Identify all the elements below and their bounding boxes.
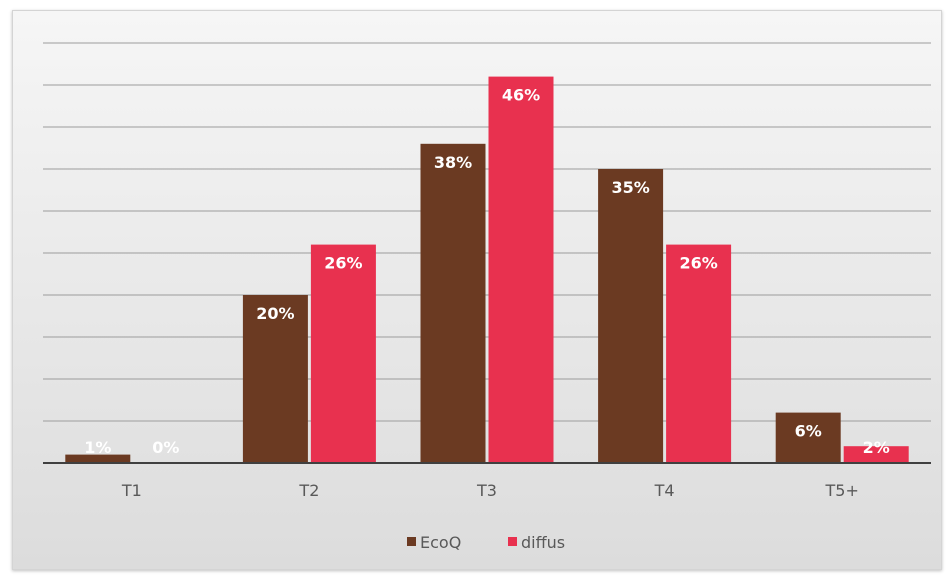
legend-swatch [508,537,517,546]
legend-item: diffus [508,533,565,552]
data-label: 20% [256,304,294,323]
bar-diffus-t3 [488,76,554,463]
data-label: 1% [84,438,111,457]
legend-label: EcoQ [420,533,461,552]
bar-ecoq-t4 [598,169,664,463]
data-label: 35% [611,178,649,197]
data-label: 2% [863,438,890,457]
legend-label: diffus [521,533,565,552]
bar-ecoq-t2 [242,295,308,463]
x-tick-label: T1 [121,481,142,500]
data-label: 26% [679,254,717,273]
bar-ecoq-t3 [420,143,486,464]
chart-frame: T1 T2 T3 T4 T5+ 1% 0% 20% 26% 38% 46% 35% 26% 6% 2% Eco… [12,10,942,570]
x-tick-label: T4 [654,481,675,500]
x-tick-label: T2 [298,481,319,500]
data-labels: 1% 0% 20% 26% 38% 46% 35% 26% 6% 2% [84,86,890,457]
bars [65,76,909,464]
bar-diffus-t2 [310,244,376,463]
bar-diffus-t5plus [843,446,909,463]
data-label: 6% [795,422,822,441]
x-tick-label: T5+ [825,481,859,500]
data-label: 38% [434,153,472,172]
bar-ecoq-t5plus [775,412,841,463]
data-label: 26% [324,254,362,273]
x-tick-label: T3 [476,481,497,500]
bar-diffus-t4 [666,244,732,463]
bar-ecoq-t1 [65,454,131,463]
legend-item: EcoQ [407,533,461,552]
legend: EcoQ diffus [407,533,565,552]
bar-chart: T1 T2 T3 T4 T5+ 1% 0% 20% 26% 38% 46% 35% 26% 6% 2% Eco… [43,42,931,552]
data-label: 0% [152,438,179,457]
gridlines [43,42,931,422]
legend-swatch [407,537,416,546]
data-label: 46% [502,86,540,105]
